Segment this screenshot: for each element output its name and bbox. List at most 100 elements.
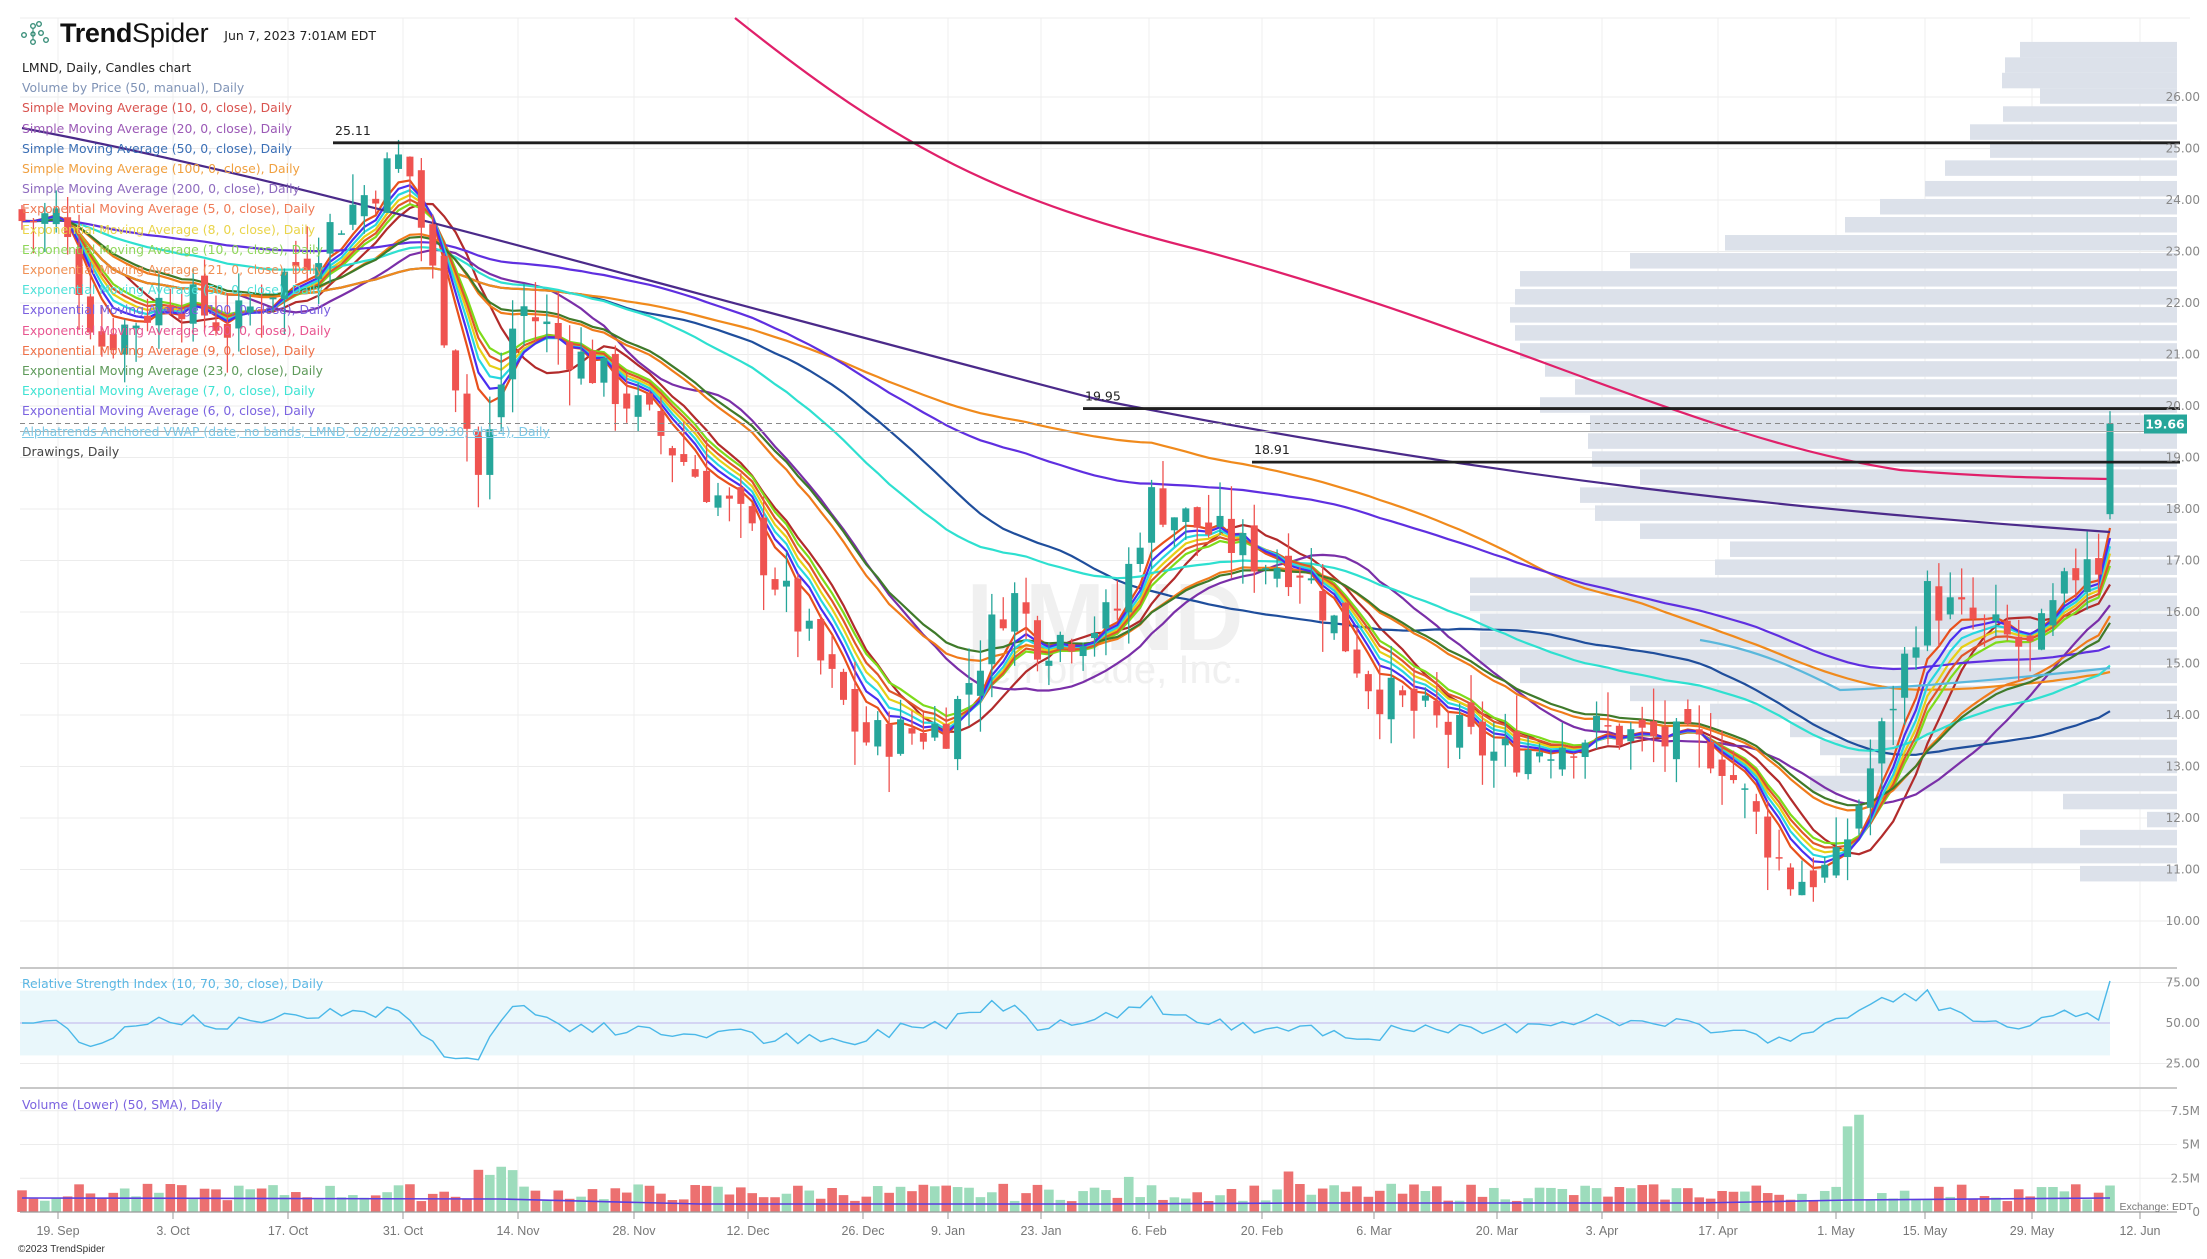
candle-body[interactable] — [1524, 750, 1532, 775]
candle-body[interactable] — [782, 580, 790, 587]
candle-body[interactable] — [897, 719, 905, 754]
candle-body[interactable] — [337, 233, 345, 235]
candle-body[interactable] — [1353, 649, 1361, 674]
candle-body[interactable] — [919, 733, 927, 742]
candle-body[interactable] — [1216, 515, 1224, 527]
candle-body[interactable] — [1684, 709, 1692, 724]
candle-body[interactable] — [2083, 559, 2091, 592]
candle-body[interactable] — [794, 578, 802, 632]
candle-body[interactable] — [1798, 881, 1806, 896]
candle-body[interactable] — [1033, 620, 1041, 660]
candle-body[interactable] — [1113, 608, 1121, 611]
candle-body[interactable] — [1992, 614, 2000, 622]
candle-body[interactable] — [395, 154, 403, 169]
candle-body[interactable] — [235, 300, 243, 329]
candle-body[interactable] — [805, 620, 813, 629]
candle-body[interactable] — [109, 334, 117, 351]
legend-item[interactable]: Exponential Moving Average (100, 0, clos… — [22, 302, 331, 318]
candle-body[interactable] — [1650, 721, 1658, 737]
candle-body[interactable] — [1661, 726, 1669, 747]
candle-body[interactable] — [1718, 759, 1726, 776]
candle-body[interactable] — [1444, 721, 1452, 735]
candle-body[interactable] — [155, 297, 163, 326]
candle-body[interactable] — [280, 271, 288, 300]
candle-body[interactable] — [303, 258, 311, 270]
candle-body[interactable] — [623, 393, 631, 409]
legend-item[interactable]: Simple Moving Average (200, 0, close), D… — [22, 181, 300, 197]
candle-body[interactable] — [2060, 571, 2068, 594]
legend-item[interactable]: Exponential Moving Average (23, 0, close… — [22, 363, 323, 379]
candle-body[interactable] — [429, 224, 437, 266]
candle-body[interactable] — [1239, 532, 1247, 556]
candle-body[interactable] — [1091, 632, 1099, 639]
legend-item[interactable]: Exponential Moving Average (200, 0, clos… — [22, 322, 331, 338]
candle-body[interactable] — [1729, 775, 1737, 781]
candle-body[interactable] — [383, 158, 391, 213]
candle-body[interactable] — [98, 331, 106, 347]
candle-body[interactable] — [360, 195, 368, 217]
candle-body[interactable] — [1809, 870, 1817, 888]
candle-body[interactable] — [1695, 729, 1703, 735]
candle-body[interactable] — [976, 670, 984, 696]
candle-body[interactable] — [1764, 816, 1772, 858]
candle-body[interactable] — [1946, 597, 1954, 615]
candle-body[interactable] — [874, 720, 882, 747]
candle-body[interactable] — [1079, 646, 1087, 657]
candle-body[interactable] — [1205, 522, 1213, 535]
candle-body[interactable] — [1433, 700, 1441, 716]
candle-body[interactable] — [1672, 721, 1680, 760]
candle-body[interactable] — [1273, 568, 1281, 579]
candle-body[interactable] — [1832, 847, 1840, 876]
candle-body[interactable] — [1262, 568, 1270, 570]
candle-body[interactable] — [531, 317, 539, 322]
candle-body[interactable] — [372, 198, 380, 204]
candle-body[interactable] — [1866, 768, 1874, 808]
candle-body[interactable] — [474, 430, 482, 475]
candle-body[interactable] — [954, 699, 962, 760]
candle-body[interactable] — [1319, 590, 1327, 621]
candle-body[interactable] — [486, 429, 494, 475]
candle-body[interactable] — [189, 284, 197, 324]
candle-body[interactable] — [1193, 507, 1201, 528]
candle-body[interactable] — [1068, 644, 1076, 652]
candle-body[interactable] — [1364, 674, 1372, 692]
candle-body[interactable] — [1615, 725, 1623, 746]
candle-body[interactable] — [737, 487, 745, 504]
candle-body[interactable] — [41, 213, 49, 224]
legend-item[interactable]: Alphatrends Anchored VWAP (date, no band… — [22, 423, 550, 439]
candle-body[interactable] — [1284, 555, 1292, 588]
candle-body[interactable] — [1501, 738, 1509, 746]
candle-body[interactable] — [543, 321, 551, 325]
candle-body[interactable] — [1159, 488, 1167, 525]
candle-body[interactable] — [1387, 677, 1395, 720]
candle-body[interactable] — [406, 156, 414, 177]
candle-body[interactable] — [246, 306, 254, 313]
candle-body[interactable] — [1604, 725, 1612, 727]
candle-body[interactable] — [520, 306, 528, 316]
candle-body[interactable] — [714, 495, 722, 508]
candle-body[interactable] — [1056, 634, 1064, 650]
candle-body[interactable] — [1296, 575, 1304, 578]
candle-body[interactable] — [1593, 716, 1601, 731]
candle-body[interactable] — [1558, 747, 1566, 770]
candle-body[interactable] — [1307, 578, 1315, 581]
candle-body[interactable] — [691, 469, 699, 477]
candle-body[interactable] — [1958, 597, 1966, 600]
candle-body[interactable] — [817, 618, 825, 661]
candle-body[interactable] — [1022, 602, 1030, 614]
candle-body[interactable] — [1935, 586, 1943, 621]
candle-body[interactable] — [1045, 660, 1053, 666]
candle-body[interactable] — [1330, 615, 1338, 634]
candle-body[interactable] — [1513, 731, 1521, 773]
candle-body[interactable] — [1170, 517, 1178, 531]
candle-body[interactable] — [1627, 729, 1635, 742]
legend-item[interactable]: Exponential Moving Average (50, 0, close… — [22, 282, 323, 298]
candle-body[interactable] — [931, 723, 939, 738]
legend-item[interactable]: Simple Moving Average (20, 0, close), Da… — [22, 120, 292, 136]
candle-body[interactable] — [452, 350, 460, 391]
legend-item[interactable]: Exponential Moving Average (7, 0, close)… — [22, 383, 316, 399]
candle-body[interactable] — [1707, 741, 1715, 769]
candle-body[interactable] — [634, 395, 642, 417]
candle-body[interactable] — [1787, 867, 1795, 890]
